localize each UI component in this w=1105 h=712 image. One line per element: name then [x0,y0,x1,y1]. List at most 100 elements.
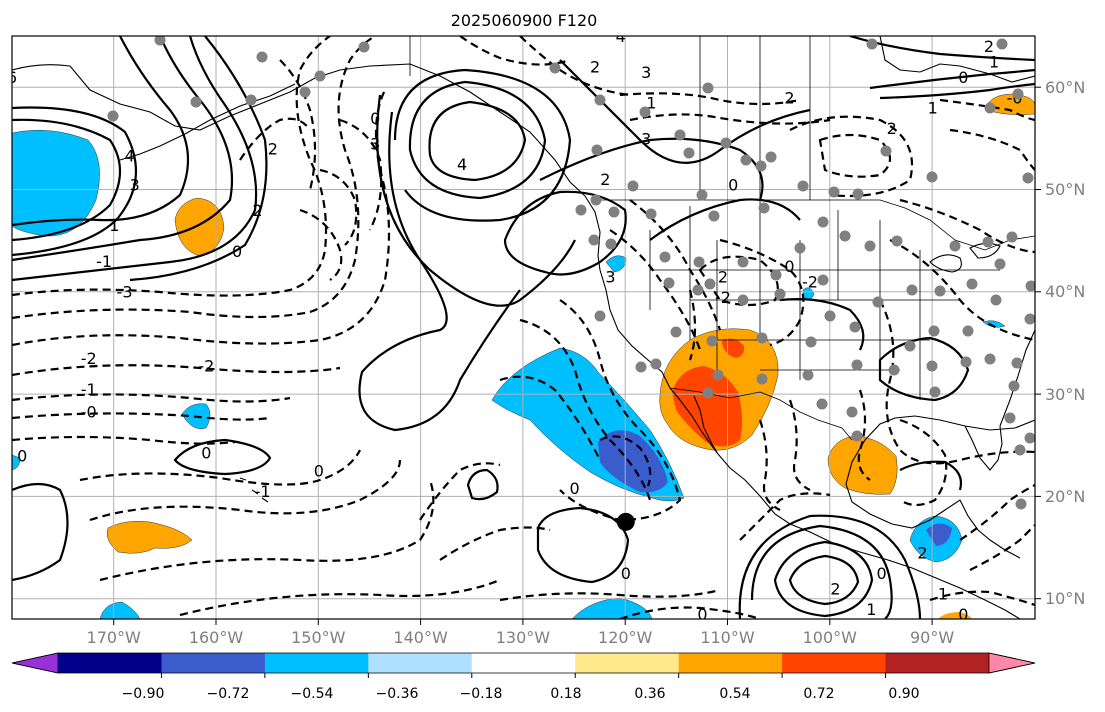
station-dot [706,335,718,347]
station-dot [692,284,704,296]
station-dot [737,294,749,306]
station-dot [928,325,940,337]
station-dot [708,210,720,222]
contour-label: 0 [370,109,380,128]
station-dot [1004,412,1016,424]
lon-label: 160°W [189,628,244,647]
station-dot [926,171,938,183]
contour-neg-east-2 [889,239,1035,342]
station-dot [852,188,864,200]
station-dot [154,36,166,46]
fill-neg-east [982,320,1006,328]
station-dot [866,38,878,50]
contour-label: -2 [715,288,731,307]
colorbar-extend-low [11,652,59,674]
contour-label: -2 [802,272,818,291]
lon-label: 170°W [87,628,142,647]
contour-neg-east-4 [857,389,871,481]
canada-us-border [595,199,1035,251]
contour-label: 0 [728,175,738,194]
lon-label: 100°W [803,628,858,647]
bc-coast [584,195,601,271]
station-dot [1011,357,1023,369]
colorbar-tick-label: 0.90 [888,686,919,702]
fill-neg-bottom-2 [571,597,653,619]
contour-label: 2 [590,58,600,77]
contour-neg-carib-2 [969,524,1035,571]
station-dot [314,70,326,82]
contour-high-west-2 [12,106,137,257]
station-dot [966,278,978,290]
contour-label: 1 [109,216,119,235]
fill-neg-bottom [99,601,141,619]
contour-label: 3 [641,129,651,148]
colorbar-tick-label: −0.36 [376,686,419,702]
station-dot [635,361,647,373]
station-dot [906,284,918,296]
colorbar-segment [575,653,680,673]
station-dot [594,94,606,106]
contour-neg-east-3 [879,299,1035,465]
station-dot [702,387,714,399]
fill-pos-hawaii [106,521,193,554]
contour-sw-low-0 [649,198,801,241]
station-dot [849,321,861,333]
contour-neg-ep-1 [559,299,682,522]
contour-ep-high-2 [773,540,874,618]
station-dot [962,325,974,337]
station-dot [107,110,119,122]
station-dot [594,310,606,322]
contour-label: 6 [7,68,17,87]
colorbar-tick-label: 0.36 [634,686,665,702]
hudson-region [879,36,1035,83]
contour-label: 0 [697,605,707,624]
station-dot [864,240,876,252]
contour-label: 0 [17,446,27,465]
lat-label: 20°N [1045,487,1085,506]
station-dot [683,147,695,159]
gulf-coast [845,415,1035,559]
contour-label: 0 [876,564,886,583]
station-dot [817,216,829,228]
station-dot [663,277,675,289]
aleutian-chain [119,83,296,161]
station-dot [693,256,705,268]
station-dot [549,62,561,74]
contour-neg-subtrop-4 [179,578,501,617]
fill-pos-bottom-right [938,612,972,619]
contour-label: 2 [252,201,262,220]
contour-neg-mid-1 [419,462,501,521]
station-dot [590,194,602,206]
station-dot [960,356,972,368]
lon-label: 140°W [393,628,448,647]
station-dot [639,106,651,118]
station-dot [575,204,587,216]
contour-neg-canada-2 [619,92,801,106]
contour-label: 1 [938,584,948,603]
station-dot [659,251,671,263]
station-dot [984,353,996,365]
contour-neg-gulf-1 [788,399,811,491]
contour-label: -3 [117,283,133,302]
contour-neg-mid-2 [439,526,551,561]
station-dot [926,360,938,372]
station-dot [794,242,806,254]
contour-label: 4 [125,147,135,166]
us-west-coast [599,269,671,389]
contour-neg-ak-3 [339,118,383,231]
lon-label: 120°W [598,628,653,647]
fill-neg-baja-core [598,430,668,493]
contour-neg-carib-1 [959,484,1035,541]
contour-label: 0 [232,242,242,261]
longitude-axis: 170°W 160°W 150°W 140°W 130°W 120°W 110°… [87,619,954,647]
fill-pos-aleutian [174,197,225,257]
political-borders [409,36,1035,441]
station-dot [872,296,884,308]
contour-neg-ep-3 [499,375,601,461]
contour-ridge-2 [376,94,576,307]
contour-neg-bottom-3 [929,590,1035,607]
florida [964,425,1003,471]
contour-label: 3 [605,267,615,286]
colorbar-tick-label: −0.54 [291,686,334,702]
